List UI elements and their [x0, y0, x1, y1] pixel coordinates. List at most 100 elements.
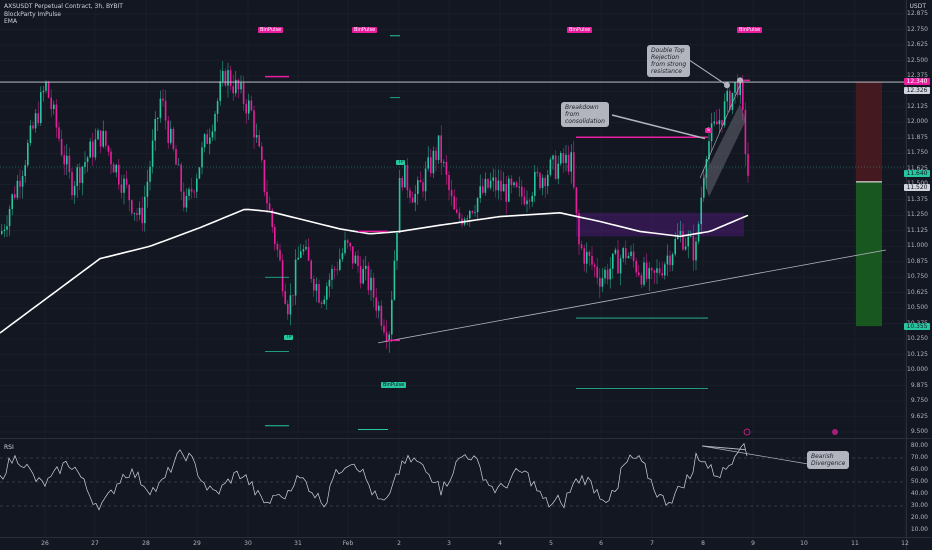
candle-body — [544, 177, 546, 187]
candle-body — [47, 81, 50, 98]
candle-body — [580, 244, 583, 249]
candle-body — [435, 150, 437, 161]
candle-body — [630, 251, 632, 257]
rsi-tick-label: 30.00 — [910, 502, 928, 509]
candle-body — [216, 101, 219, 114]
bearish-divergence-callout[interactable]: Bearish Divergence — [807, 451, 850, 469]
price-tick-label: 9.750 — [910, 397, 928, 405]
impulse-tag-1[interactable]: BinPulse — [258, 27, 284, 33]
candle-body — [476, 198, 479, 213]
candle-body — [440, 135, 442, 163]
rsi-pane — [0, 442, 906, 511]
price-tick-label: 12.625 — [907, 41, 928, 49]
candle-body — [315, 284, 318, 291]
candle-body — [323, 299, 325, 304]
candle-body — [437, 135, 440, 161]
double-top-marker-2 — [737, 77, 743, 84]
candle-body — [105, 131, 107, 146]
candle-body — [674, 238, 676, 255]
candle-body — [55, 104, 58, 128]
candle-body — [42, 90, 45, 93]
impulse-tag-3[interactable]: BinPulse — [567, 27, 593, 33]
candle-body — [172, 128, 175, 150]
candle-body — [248, 100, 250, 114]
candle-body — [557, 163, 559, 179]
candle-body — [235, 79, 237, 94]
candle-body — [656, 268, 658, 273]
tp-badge-2[interactable]: TP — [284, 335, 294, 340]
indicator-ema-label[interactable]: EMA — [4, 18, 18, 25]
price-tick-label: 11.875 — [907, 133, 928, 141]
candle-body — [209, 137, 211, 144]
candle-body — [320, 302, 323, 304]
breakdown-callout[interactable]: Breakdown from consolidation — [561, 102, 609, 127]
stop-loss-zone — [856, 81, 882, 182]
candle-body — [469, 211, 471, 219]
candle-body — [6, 226, 8, 230]
candle-body — [333, 268, 336, 270]
candle-body — [723, 101, 726, 126]
candle-body — [128, 184, 130, 201]
candle-body — [68, 155, 71, 173]
candle-body — [118, 164, 120, 185]
impulse-tag-5[interactable]: BinPulse — [381, 382, 407, 388]
candle-body — [606, 269, 609, 280]
impulse-tag-2[interactable]: BinPulse — [352, 27, 378, 33]
candle-body — [536, 171, 539, 174]
rising-channel — [703, 103, 746, 197]
price-tick-label: 11.500 — [904, 180, 928, 187]
impulse-tag-4[interactable]: BinPulse — [737, 27, 763, 33]
candle-body — [63, 155, 65, 165]
candle-body — [614, 249, 617, 254]
candle-body — [541, 177, 544, 188]
candle-body — [185, 195, 188, 208]
candle-body — [492, 177, 494, 181]
candle-body — [591, 255, 593, 265]
candle-body — [562, 153, 565, 163]
candle-body — [456, 209, 458, 213]
candle-body — [645, 262, 648, 279]
candle-body — [79, 167, 81, 183]
chart-overlays — [0, 35, 906, 436]
candle-body — [744, 109, 747, 155]
candle-body — [487, 178, 489, 188]
candle-body — [404, 164, 406, 188]
candle-body — [81, 166, 84, 183]
candle-body — [406, 164, 409, 191]
candle-body — [578, 213, 580, 245]
candle-body — [211, 131, 214, 138]
candle-body — [671, 254, 674, 266]
candle-body — [352, 246, 354, 264]
candle-body — [726, 90, 728, 102]
candle-body — [627, 256, 630, 259]
candle-body — [307, 246, 310, 261]
currency-label[interactable]: USDT — [909, 3, 927, 10]
candle-body — [713, 121, 715, 124]
time-tick-label: 3 — [447, 540, 451, 547]
sl-badge[interactable]: S — [705, 128, 712, 133]
time-tick-label: 5 — [549, 540, 553, 547]
candle-body — [188, 189, 190, 196]
price-tick-label: 12.375 — [907, 72, 928, 79]
double-top-callout[interactable]: Double Top Rejection from strong resista… — [647, 45, 691, 77]
candle-body — [523, 196, 526, 205]
candle-body — [599, 277, 601, 287]
candle-body — [141, 207, 143, 224]
candle-body — [747, 154, 749, 176]
candle-body — [396, 232, 398, 261]
price-tag-entry: 11.640 — [904, 170, 930, 177]
tp-badge-1[interactable]: TP — [396, 160, 406, 165]
candle-body — [258, 135, 260, 147]
rsi-label[interactable]: RSI — [4, 444, 14, 451]
candle-body — [341, 253, 344, 260]
price-tick-label: 9.500 — [910, 428, 928, 435]
candle-body — [206, 134, 208, 144]
candle-body — [50, 97, 52, 110]
price-tick-label: 11.750 — [907, 149, 928, 157]
divergence-line — [701, 445, 809, 465]
candle-body — [502, 184, 505, 192]
indicator-impulse-label[interactable]: BlockParty ImPulse — [4, 10, 61, 18]
candle-body — [479, 186, 481, 199]
candle-body — [175, 149, 177, 165]
